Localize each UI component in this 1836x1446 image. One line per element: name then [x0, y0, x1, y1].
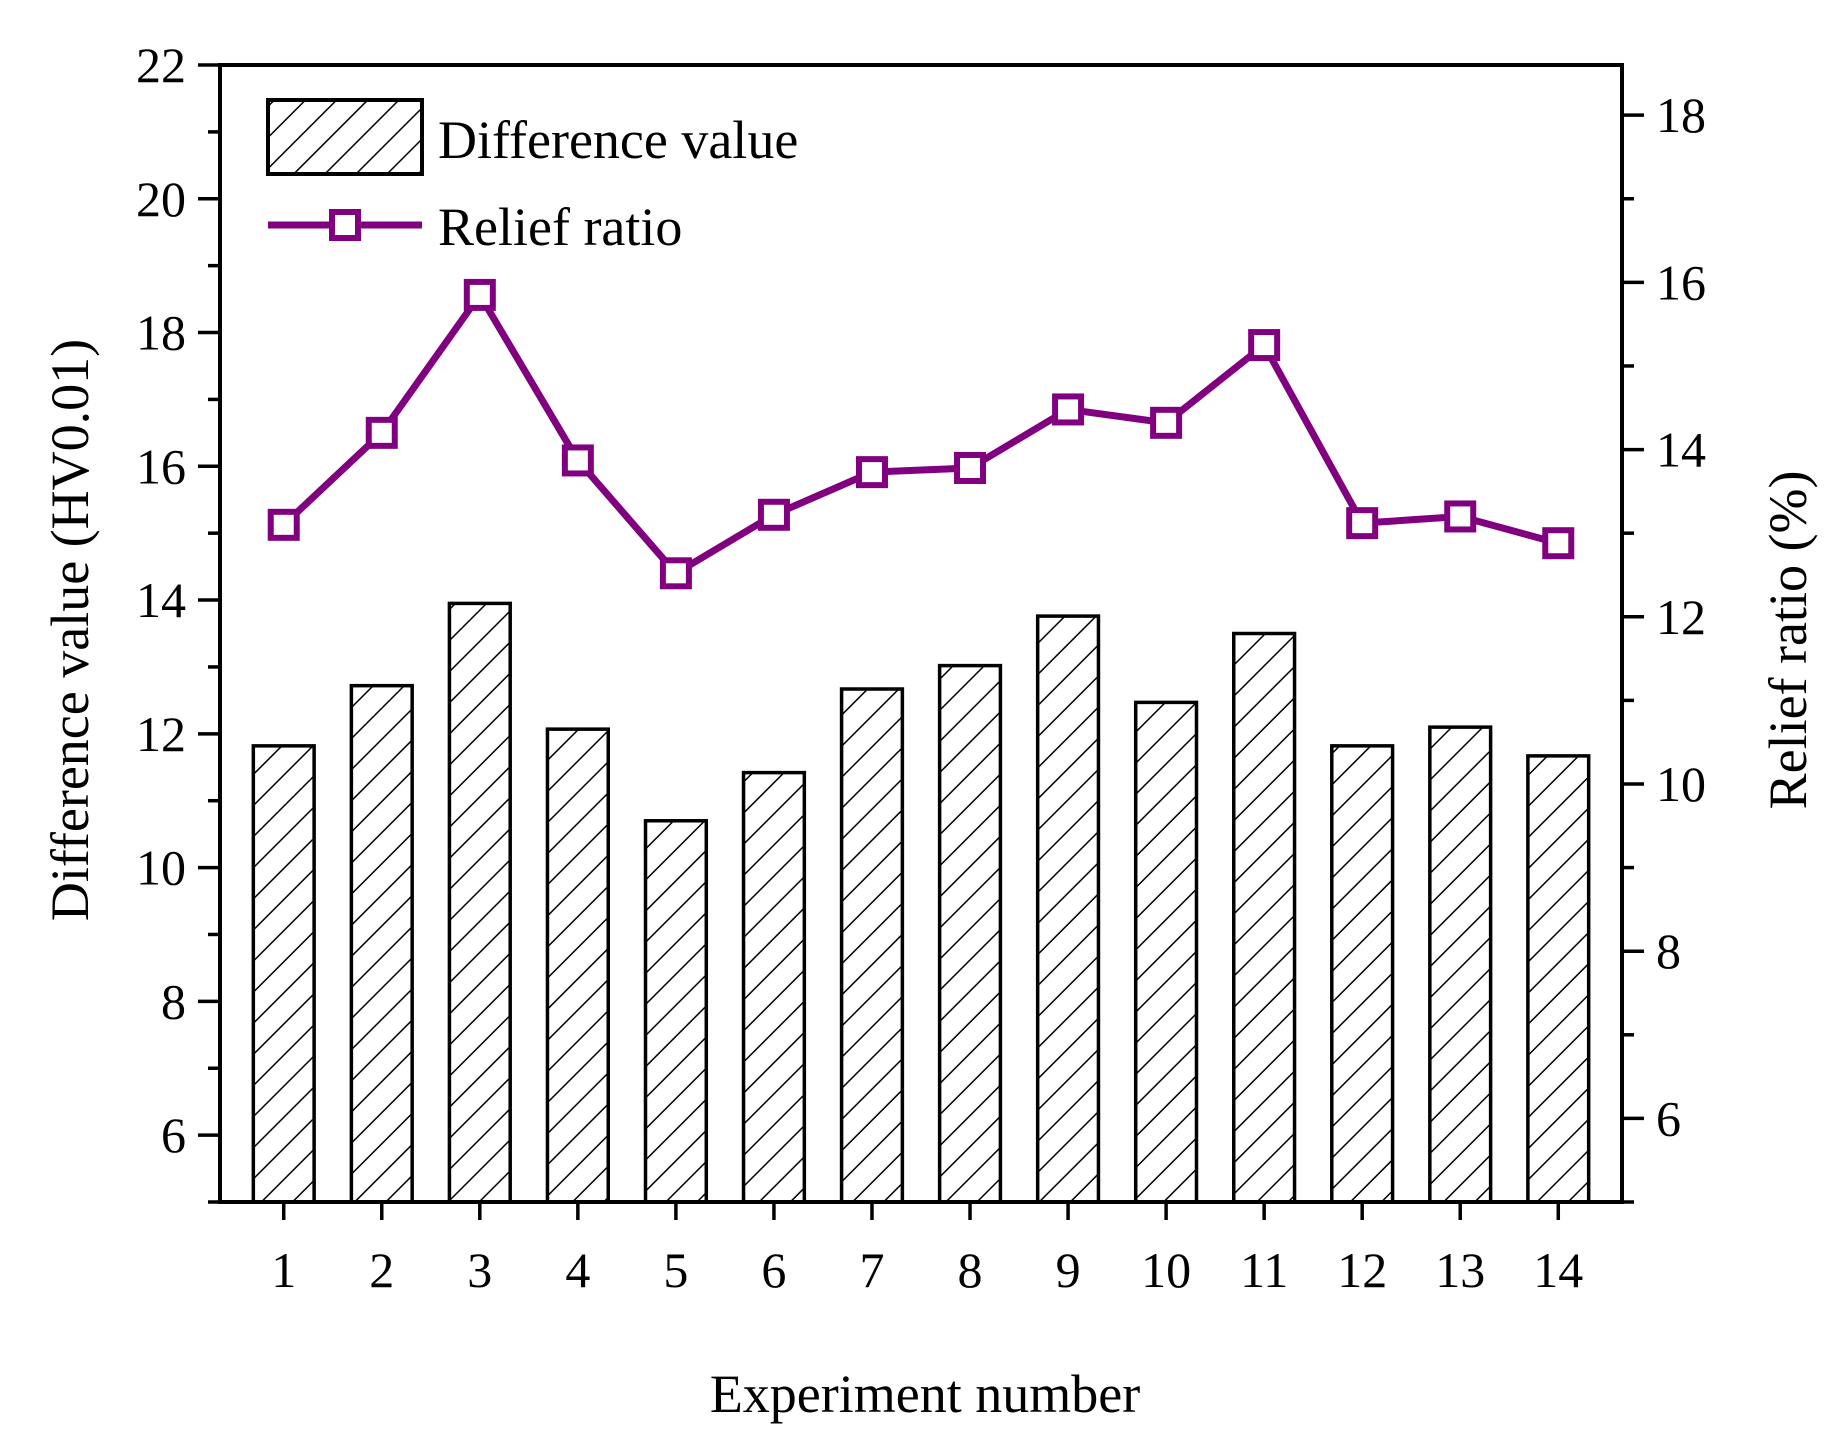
- relief-ratio-line-layer: [267, 278, 1575, 590]
- bar-8: [937, 663, 1003, 1204]
- legend-bar-swatch: [266, 98, 424, 176]
- relief-ratio-point-1: [267, 508, 300, 541]
- relief-ratio-point-5: [659, 557, 692, 590]
- y-axis-title: Difference value (HV0.01): [40, 339, 100, 921]
- bar-14: [1526, 754, 1591, 1204]
- relief-ratio-point-13: [1444, 500, 1477, 533]
- left-tick-label-10: 10: [136, 840, 186, 896]
- right-tick-label-12: 12: [1656, 589, 1706, 645]
- right-tick-label-10: 10: [1656, 756, 1706, 812]
- left-tick-label-16: 16: [136, 438, 186, 494]
- x-tick-label-3: 3: [467, 1242, 492, 1298]
- bar-12: [1330, 744, 1395, 1204]
- relief-ratio-line: [281, 291, 1560, 577]
- left-tick-label-14: 14: [136, 572, 186, 628]
- bar-11: [1232, 631, 1297, 1204]
- x-axis-title: Experiment number: [710, 1364, 1140, 1424]
- legend-label-relief-ratio: Relief ratio: [438, 197, 682, 257]
- relief-ratio-point-7: [855, 456, 888, 489]
- x-tick-label-7: 7: [859, 1242, 884, 1298]
- relief-ratio-point-8: [954, 451, 987, 484]
- relief-ratio-point-12: [1346, 507, 1379, 540]
- left-tick-label-22: 22: [136, 37, 186, 93]
- left-tick-label-12: 12: [136, 706, 186, 762]
- bars-layer: [251, 601, 1591, 1204]
- x-tick-label-4: 4: [565, 1242, 590, 1298]
- relief-ratio-point-4: [561, 444, 594, 477]
- relief-ratio-point-2: [365, 416, 398, 449]
- relief-ratio-point-9: [1052, 393, 1085, 426]
- left-axis-ticks: 6 8 10 12 14 16 18 20 22: [136, 37, 220, 1204]
- relief-ratio-point-6: [757, 498, 790, 531]
- legend-square-marker-icon: [329, 209, 361, 241]
- right-axis-ticks: 6 8 10 12 14 16 18: [1622, 87, 1706, 1204]
- bar-6: [741, 770, 807, 1204]
- right-tick-label-16: 16: [1656, 254, 1706, 310]
- y2-axis-title: Relief ratio (%): [1758, 471, 1818, 810]
- x-axis-ticks: 1 2 3 4 5 6 7 8 9 10 11 12 13 14: [271, 1202, 1583, 1298]
- x-tick-label-10: 10: [1141, 1242, 1191, 1298]
- x-tick-label-12: 12: [1337, 1242, 1387, 1298]
- right-tick-label-18: 18: [1656, 87, 1706, 143]
- bar-3: [447, 601, 512, 1204]
- bar-1: [251, 744, 316, 1204]
- bar-10: [1133, 700, 1199, 1204]
- x-tick-label-6: 6: [761, 1242, 786, 1298]
- x-tick-label-8: 8: [958, 1242, 983, 1298]
- bar-5: [643, 819, 709, 1204]
- x-tick-label-1: 1: [271, 1242, 296, 1298]
- x-tick-label-13: 13: [1435, 1242, 1485, 1298]
- plot-frame: [218, 63, 1624, 1204]
- left-tick-label-8: 8: [161, 973, 186, 1029]
- relief-ratio-point-14: [1542, 527, 1575, 560]
- relief-ratio-point-10: [1150, 406, 1183, 439]
- left-tick-label-6: 6: [161, 1107, 186, 1163]
- x-tick-label-9: 9: [1056, 1242, 1081, 1298]
- bar-13: [1428, 725, 1493, 1204]
- relief-ratio-point-3: [463, 278, 496, 311]
- bar-2: [349, 683, 414, 1204]
- right-tick-label-14: 14: [1656, 422, 1706, 478]
- bar-7: [839, 687, 905, 1204]
- relief-ratio-point-11: [1248, 329, 1281, 362]
- x-tick-label-2: 2: [369, 1242, 394, 1298]
- right-tick-label-6: 6: [1656, 1090, 1681, 1146]
- x-tick-label-11: 11: [1240, 1242, 1288, 1298]
- left-tick-label-20: 20: [136, 171, 186, 227]
- legend: Difference value Relief ratio: [266, 98, 798, 257]
- x-tick-label-14: 14: [1533, 1242, 1583, 1298]
- legend-label-difference-value: Difference value: [438, 110, 798, 170]
- left-tick-label-18: 18: [136, 305, 186, 361]
- x-tick-label-5: 5: [663, 1242, 688, 1298]
- bar-9: [1035, 614, 1101, 1204]
- bar-4: [545, 727, 610, 1204]
- right-tick-label-8: 8: [1656, 923, 1681, 979]
